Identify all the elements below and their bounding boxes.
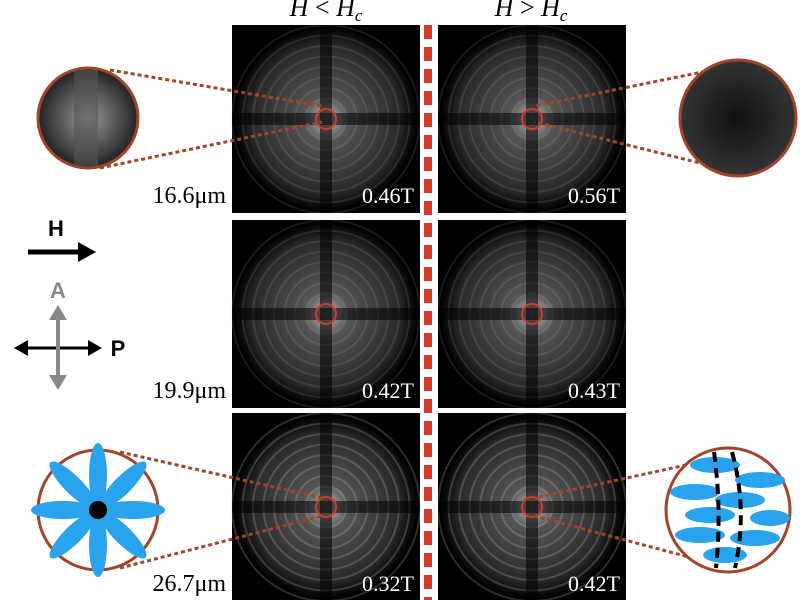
image-panel: 0.42T	[437, 412, 627, 600]
scale-label: 16.6μm	[152, 183, 226, 209]
field-value: 0.32T	[362, 571, 415, 596]
column-header: H < Hc	[289, 0, 363, 25]
extinction-band	[232, 501, 420, 513]
field-label: H	[48, 216, 64, 241]
field-value: 0.46T	[362, 183, 415, 208]
legend-arrows	[14, 242, 102, 390]
extinction-band	[232, 113, 420, 125]
panels: 0.46T 0.56T 0.42T 0.43T 0.32T 0.42T	[231, 24, 627, 600]
field-value: 0.56T	[568, 183, 621, 208]
image-panel: 0.42T	[231, 219, 421, 409]
extinction-band	[438, 113, 626, 125]
core-marker	[521, 108, 543, 130]
scale-label: 26.7μm	[152, 571, 226, 597]
field-value: 0.43T	[568, 378, 621, 403]
column-header: H > Hc	[494, 0, 568, 25]
core-marker	[315, 108, 337, 130]
core-marker	[315, 496, 337, 518]
image-panel: 0.56T	[437, 24, 627, 214]
core-marker	[315, 303, 337, 325]
analyzer-label: A	[50, 278, 66, 303]
image-panel: 0.46T	[231, 24, 421, 214]
core-marker	[521, 303, 543, 325]
image-panel: 0.43T	[437, 219, 627, 409]
zoom-inset	[31, 58, 798, 577]
extinction-band	[438, 308, 626, 320]
scale-label: 19.9μm	[152, 378, 226, 404]
image-panel: 0.32T	[231, 412, 421, 600]
polarizer-label: P	[111, 336, 126, 361]
core-marker	[521, 496, 543, 518]
field-value: 0.42T	[568, 571, 621, 596]
extinction-band	[232, 308, 420, 320]
extinction-band	[438, 501, 626, 513]
field-value: 0.42T	[362, 378, 415, 403]
